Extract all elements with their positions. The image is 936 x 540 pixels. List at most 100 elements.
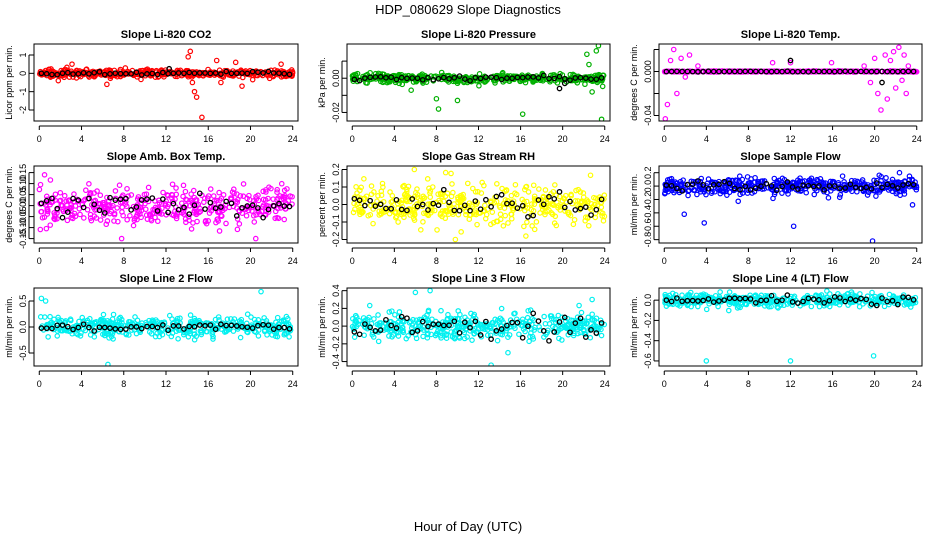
black-point <box>894 301 901 308</box>
scatter-point <box>883 175 889 181</box>
scatter-point <box>257 211 263 217</box>
scatter-point <box>244 311 251 318</box>
black-point <box>281 70 288 77</box>
scatter-point <box>690 187 697 194</box>
black-point <box>228 200 235 207</box>
black-point <box>689 297 696 304</box>
black-point <box>747 187 754 193</box>
black-point <box>367 324 373 331</box>
black-point <box>710 181 717 188</box>
scatter-point <box>768 303 774 310</box>
x-tick-label: 4 <box>79 379 84 389</box>
points-layer <box>349 288 608 366</box>
scatter-point <box>685 192 691 199</box>
y-tick-label: -0.4 <box>643 205 653 221</box>
scatter-point <box>130 222 137 229</box>
black-point <box>175 206 182 213</box>
black-point <box>367 74 373 81</box>
scatter-point <box>513 191 520 198</box>
scatter-point <box>787 358 794 364</box>
scatter-point <box>857 291 863 297</box>
points-layer <box>661 169 920 243</box>
black-point <box>49 195 55 202</box>
black-point <box>202 322 208 329</box>
scatter-point <box>513 316 520 323</box>
scatter-point <box>251 219 258 225</box>
black-point <box>910 68 917 75</box>
scatter-point <box>807 177 813 183</box>
black-point <box>112 197 119 204</box>
scatter-point <box>197 328 204 334</box>
black-point <box>884 68 891 75</box>
scatter-point <box>353 184 359 190</box>
black-point <box>255 322 261 329</box>
black-point <box>768 292 775 299</box>
black-point <box>509 319 516 326</box>
scatter-point <box>530 182 537 189</box>
black-point <box>181 326 187 332</box>
scatter-point <box>899 77 905 84</box>
scatter-point <box>380 184 386 190</box>
black-point <box>742 183 749 190</box>
scatter-point <box>580 190 587 196</box>
scatter-point <box>740 68 746 75</box>
scatter-point <box>236 221 243 227</box>
scatter-point <box>191 315 198 322</box>
scatter-point <box>554 329 560 336</box>
black-point <box>223 322 230 329</box>
scatter-point <box>522 204 529 210</box>
scatter-point <box>428 209 434 216</box>
scatter-point <box>551 220 558 226</box>
black-point <box>889 68 896 75</box>
scatter-point <box>58 202 64 209</box>
scatter-point <box>134 317 141 324</box>
scatter-point <box>255 208 262 215</box>
scatter-point <box>424 176 431 182</box>
scatter-point <box>371 316 377 322</box>
scatter-point <box>813 68 820 74</box>
black-point <box>96 324 103 331</box>
black-point <box>404 207 410 214</box>
black-point <box>154 324 161 331</box>
scatter-point <box>494 180 500 187</box>
scatter-point <box>109 316 116 322</box>
black-point <box>842 298 849 305</box>
scatter-point <box>828 59 835 66</box>
black-point <box>837 185 843 192</box>
scatter-point <box>470 327 477 334</box>
black-point <box>737 295 743 302</box>
scatter-point <box>427 194 434 200</box>
black-point <box>530 74 537 80</box>
y-tick-label: -0.8 <box>643 232 653 248</box>
scatter-point <box>175 335 181 342</box>
black-point <box>493 74 500 81</box>
scatter-point <box>674 301 680 307</box>
scatter-point <box>664 101 671 108</box>
scatter-point <box>470 185 476 192</box>
scatter-point <box>37 314 44 320</box>
scatter-point <box>476 83 482 89</box>
scatter-point <box>541 313 547 320</box>
scatter-point <box>523 198 530 205</box>
black-point <box>356 331 363 338</box>
black-point <box>362 202 368 209</box>
black-point <box>894 185 901 191</box>
scatter-point <box>589 317 595 323</box>
black-point <box>446 199 452 206</box>
scatter-point <box>187 48 194 55</box>
scatter-point <box>184 197 190 203</box>
scatter-point <box>790 223 797 230</box>
x-tick-label: 12 <box>785 256 795 266</box>
black-point <box>383 74 389 81</box>
scatter-point <box>123 198 129 205</box>
black-point <box>477 332 484 338</box>
scatter-point <box>143 191 150 197</box>
scatter-point <box>187 312 194 318</box>
scatter-point <box>368 183 375 189</box>
black-point <box>414 328 421 334</box>
scatter-point <box>886 291 893 298</box>
black-point <box>212 205 219 212</box>
scatter-point <box>171 319 177 326</box>
black-point <box>800 68 806 75</box>
black-point <box>239 204 245 211</box>
